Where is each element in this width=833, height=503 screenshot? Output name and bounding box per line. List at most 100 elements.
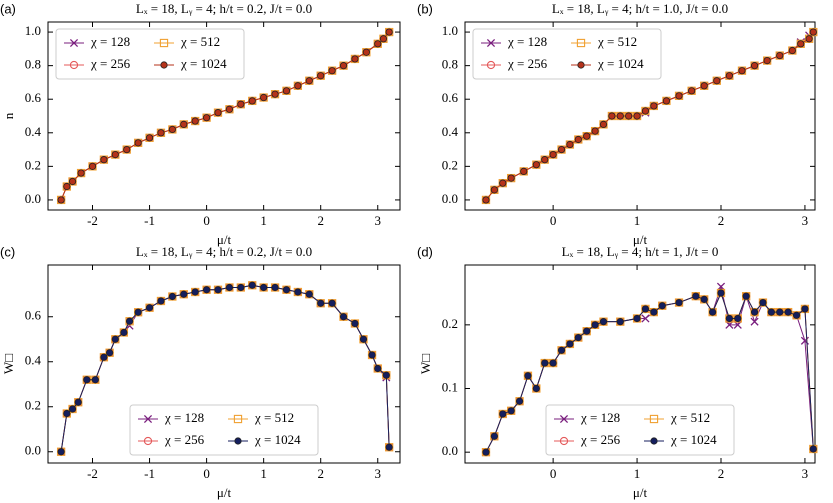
- marker: [700, 295, 708, 303]
- chart-title: Lₓ = 18, Lᵧ = 4; h/t = 0.2, J/t = 0.0: [136, 1, 312, 17]
- legend-label: χ = 512: [254, 410, 294, 425]
- panel: -2 -1 0 1 2 3 0.0 0.2 0.4 0.6 0.8 1.0 Lₓ = 18, Lᵧ = …: [0, 1, 401, 247]
- legend-box: [545, 404, 735, 456]
- marker: [641, 314, 650, 323]
- marker: [145, 134, 154, 142]
- panel-label: (a): [0, 1, 16, 16]
- marker: [367, 350, 377, 360]
- legend-marker: [233, 414, 243, 424]
- marker: [750, 62, 759, 70]
- legend-label: χ = 128: [507, 34, 547, 49]
- legend-marker: [649, 414, 659, 424]
- marker: [482, 448, 490, 456]
- legend-label: χ = 1024: [670, 432, 717, 447]
- panel: -2 -1 0 1 2 3 0.0 0.2 0.4 0.6 Lₓ = 18, Lᵧ = 4; h/t…: [0, 244, 401, 500]
- y-tick-label: 0.0: [25, 191, 41, 206]
- marker: [557, 346, 566, 354]
- marker: [202, 286, 211, 294]
- marker: [100, 353, 108, 361]
- marker: [801, 305, 809, 313]
- marker: [763, 57, 771, 65]
- marker: [633, 112, 641, 120]
- marker: [709, 308, 717, 316]
- marker: [583, 132, 591, 140]
- marker: [68, 177, 77, 186]
- marker: [225, 105, 234, 113]
- plot-frame: [47, 264, 401, 464]
- legend-label: χ = 1024: [597, 56, 644, 71]
- x-tick-label: 0: [550, 466, 557, 481]
- marker: [120, 328, 128, 337]
- marker: [248, 97, 256, 105]
- x-axis-label: μ/t: [217, 485, 232, 500]
- y-tick-label: 0.2: [442, 316, 458, 331]
- x-tick-label: -2: [87, 213, 98, 228]
- marker: [557, 145, 566, 154]
- marker: [549, 151, 557, 159]
- marker: [111, 335, 119, 343]
- marker: [351, 319, 359, 328]
- y-tick-label: 0.0: [25, 443, 41, 458]
- x-tick-label: -1: [144, 213, 155, 228]
- marker: [260, 283, 268, 292]
- y-tick-label: 0.8: [25, 57, 41, 72]
- marker: [317, 299, 325, 307]
- marker: [100, 156, 108, 164]
- marker: [499, 179, 507, 187]
- panel-label: (c): [0, 244, 15, 259]
- x-tick-label: 1: [260, 466, 267, 481]
- marker: [282, 87, 291, 95]
- legend-label: χ = 128: [164, 410, 204, 425]
- legend-label: χ = 256: [90, 56, 131, 71]
- marker: [738, 67, 746, 75]
- marker: [91, 376, 99, 384]
- marker: [725, 72, 733, 80]
- y-tick-label: 1.0: [442, 23, 458, 38]
- x-tick-label: 1: [634, 466, 641, 481]
- marker: [305, 290, 313, 298]
- marker: [767, 308, 775, 316]
- legend-marker: [143, 414, 153, 424]
- marker: [134, 308, 142, 316]
- marker: [541, 359, 549, 367]
- legend: χ = 128 χ = 256 χ = 512 χ = 1024: [55, 28, 245, 80]
- legend-label: χ = 128: [90, 34, 130, 49]
- panel: 0 1 2 3 0.0 0.2 0.4 0.6 0.8 1.0 Lₓ = 18, Lᵧ = 4; h…: [417, 1, 818, 247]
- plot-frame: [464, 21, 816, 211]
- marker: [339, 62, 348, 70]
- marker: [616, 318, 624, 326]
- marker: [57, 448, 65, 456]
- x-tick-label: 2: [718, 466, 725, 481]
- marker: [180, 120, 188, 128]
- marker: [650, 102, 658, 110]
- marker: [776, 51, 784, 60]
- marker: [532, 161, 540, 169]
- y-axis-label: n: [1, 112, 16, 119]
- marker: [549, 359, 557, 367]
- legend-marker: [69, 60, 79, 70]
- x-tick-label: 3: [375, 213, 382, 228]
- marker: [362, 48, 370, 56]
- marker: [214, 109, 222, 117]
- x-tick-label: 3: [802, 466, 809, 481]
- marker: [293, 287, 303, 297]
- marker: [168, 292, 176, 301]
- marker: [106, 349, 114, 357]
- marker: [524, 372, 532, 380]
- marker: [625, 112, 633, 120]
- marker: [157, 297, 165, 305]
- marker: [339, 312, 348, 321]
- x-tick-label: 2: [718, 213, 725, 228]
- marker: [180, 290, 188, 298]
- marker: [641, 305, 650, 313]
- marker: [591, 127, 599, 135]
- x-tick-label: 2: [317, 213, 324, 228]
- plot-frame: [47, 21, 401, 211]
- legend: χ = 128 χ = 256 χ = 512 χ = 1024: [545, 404, 735, 456]
- marker: [608, 112, 616, 120]
- marker: [351, 55, 359, 63]
- marker: [379, 35, 388, 43]
- marker: [57, 196, 65, 204]
- marker: [63, 182, 71, 191]
- marker: [373, 364, 382, 373]
